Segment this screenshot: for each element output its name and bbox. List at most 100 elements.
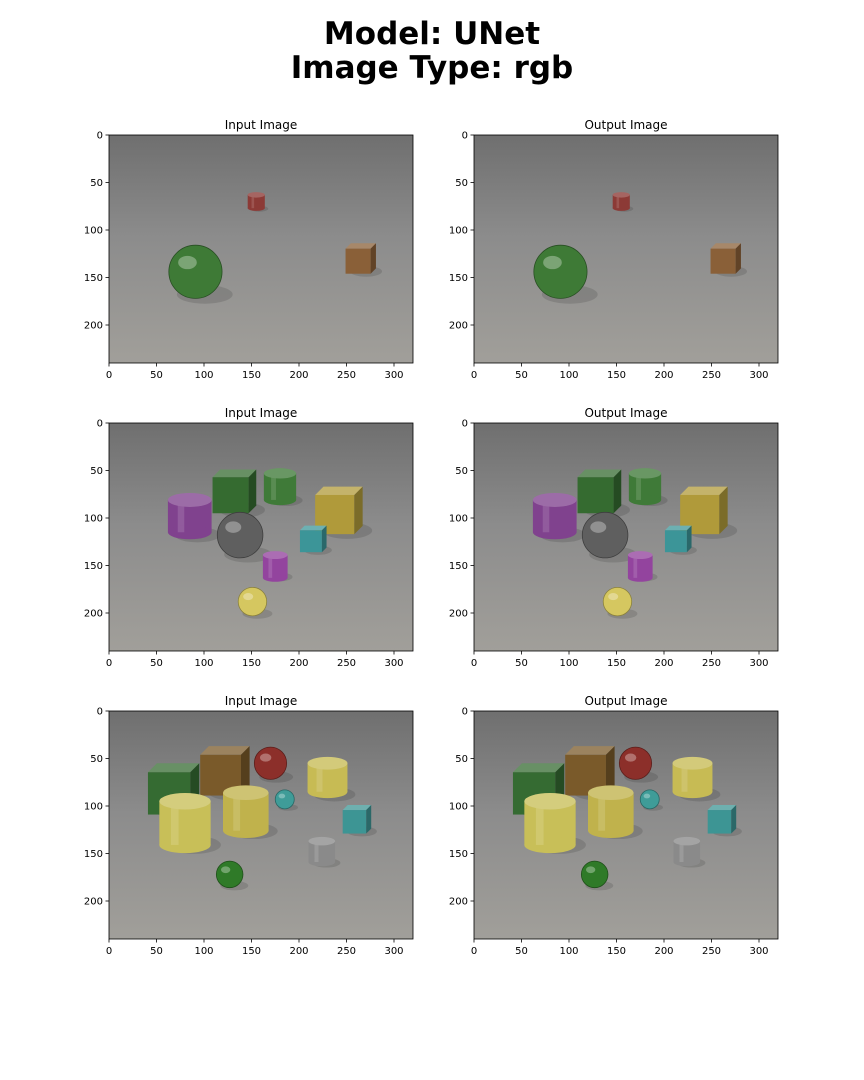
cylinder-base xyxy=(167,525,212,540)
cube-top xyxy=(315,486,363,495)
panel-4: 0 50 100 150 200 250 300 0 50 100 150 200 Output Ima… xyxy=(449,406,779,669)
panel-title: Input Image xyxy=(225,118,297,132)
sphere-object xyxy=(237,586,268,617)
cube-front xyxy=(212,477,249,514)
cylinder-top xyxy=(524,793,576,810)
cylinder-top xyxy=(159,793,211,810)
y-tick-label: 100 xyxy=(449,514,468,525)
sphere-object xyxy=(602,586,633,617)
x-tick-label: 300 xyxy=(749,658,768,669)
x-tick-label: 200 xyxy=(654,658,673,669)
cylinder-base xyxy=(672,785,713,799)
x-tick-label: 50 xyxy=(515,658,528,669)
y-tick-label: 0 xyxy=(97,419,103,430)
x-tick-label: 250 xyxy=(337,658,356,669)
y-tick-label: 150 xyxy=(84,273,103,284)
x-tick-label: 100 xyxy=(559,946,578,957)
y-tick-label: 50 xyxy=(455,754,468,765)
panel-title: Output Image xyxy=(584,406,667,420)
x-tick-label: 50 xyxy=(515,370,528,381)
y-tick-label: 150 xyxy=(84,849,103,860)
sphere-object xyxy=(580,860,609,889)
x-tick-label: 200 xyxy=(289,658,308,669)
y-tick-label: 0 xyxy=(462,419,468,430)
x-tick-label: 0 xyxy=(471,658,477,669)
cylinder-top xyxy=(628,468,662,479)
y-tick-label: 150 xyxy=(449,561,468,572)
scene-objects xyxy=(533,192,748,304)
sphere-highlight xyxy=(625,753,637,762)
x-tick-label: 150 xyxy=(242,658,261,669)
cylinder-top xyxy=(532,492,577,507)
cylinder-base xyxy=(588,823,634,838)
cube-front xyxy=(710,248,736,274)
cube-side xyxy=(735,243,741,274)
cube-top xyxy=(707,805,737,811)
x-tick-label: 250 xyxy=(702,946,721,957)
figure-title-line-1: Model: UNet xyxy=(323,16,541,52)
cylinder-base xyxy=(307,785,348,799)
cylinder-base xyxy=(308,857,336,867)
cylinder-highlight xyxy=(233,792,241,831)
cylinder-base xyxy=(628,494,662,506)
panel-6: 0 50 100 150 200 250 300 0 50 100 150 200 Output Ima… xyxy=(449,694,779,957)
cube-side xyxy=(354,486,363,535)
cube-top xyxy=(212,469,257,478)
cube-side xyxy=(366,805,372,834)
cube-front xyxy=(707,810,732,834)
panel-1: 0 50 100 150 200 250 300 0 50 100 150 200 Input Imag… xyxy=(84,118,414,381)
cylinder-base xyxy=(223,823,269,838)
y-tick-label: 100 xyxy=(449,802,468,813)
cylinder-top xyxy=(588,785,634,800)
cube-top xyxy=(200,746,250,755)
cube-top xyxy=(299,525,327,531)
cube-top xyxy=(565,746,615,755)
sphere-highlight xyxy=(243,593,254,601)
cylinder-body xyxy=(262,555,288,578)
y-tick-label: 50 xyxy=(90,466,103,477)
scene-objects xyxy=(147,746,377,891)
cube-side xyxy=(731,805,737,834)
x-tick-label: 50 xyxy=(150,370,163,381)
x-tick-label: 300 xyxy=(384,370,403,381)
cube-side xyxy=(321,525,327,553)
cylinder-highlight xyxy=(170,801,179,845)
axes-frame xyxy=(473,134,779,364)
x-tick-label: 300 xyxy=(749,946,768,957)
x-tick-label: 100 xyxy=(559,370,578,381)
y-tick-label: 150 xyxy=(84,561,103,572)
y-tick-label: 0 xyxy=(97,707,103,718)
x-tick-label: 50 xyxy=(150,658,163,669)
x-tick-label: 150 xyxy=(607,370,626,381)
y-tick-label: 100 xyxy=(84,226,103,237)
y-tick-label: 200 xyxy=(84,321,103,332)
cube-side xyxy=(370,243,376,274)
sphere-object xyxy=(274,789,295,810)
sphere-highlight xyxy=(643,793,651,799)
cylinder-highlight xyxy=(316,763,323,792)
y-tick-label: 150 xyxy=(449,273,468,284)
y-tick-label: 200 xyxy=(84,897,103,908)
x-tick-label: 0 xyxy=(106,946,112,957)
x-tick-label: 200 xyxy=(654,946,673,957)
cube-top xyxy=(577,469,622,478)
x-tick-label: 150 xyxy=(607,946,626,957)
cylinder-body xyxy=(673,841,701,863)
scene-objects xyxy=(532,468,738,619)
x-tick-label: 50 xyxy=(515,946,528,957)
x-tick-label: 250 xyxy=(337,370,356,381)
y-tick-label: 200 xyxy=(84,609,103,620)
cylinder-body xyxy=(308,841,336,863)
cylinder-top xyxy=(263,468,297,479)
sphere-highlight xyxy=(278,793,286,799)
cylinder-highlight xyxy=(633,555,638,578)
axes-frame xyxy=(108,422,414,652)
cube-front xyxy=(342,810,367,834)
cube-front xyxy=(299,530,322,553)
cylinder-top xyxy=(673,836,701,846)
sphere-highlight xyxy=(590,521,607,533)
axes-frame xyxy=(473,422,779,652)
cylinder-top xyxy=(262,551,288,560)
cube-side xyxy=(686,525,692,553)
cube-front xyxy=(345,248,371,274)
